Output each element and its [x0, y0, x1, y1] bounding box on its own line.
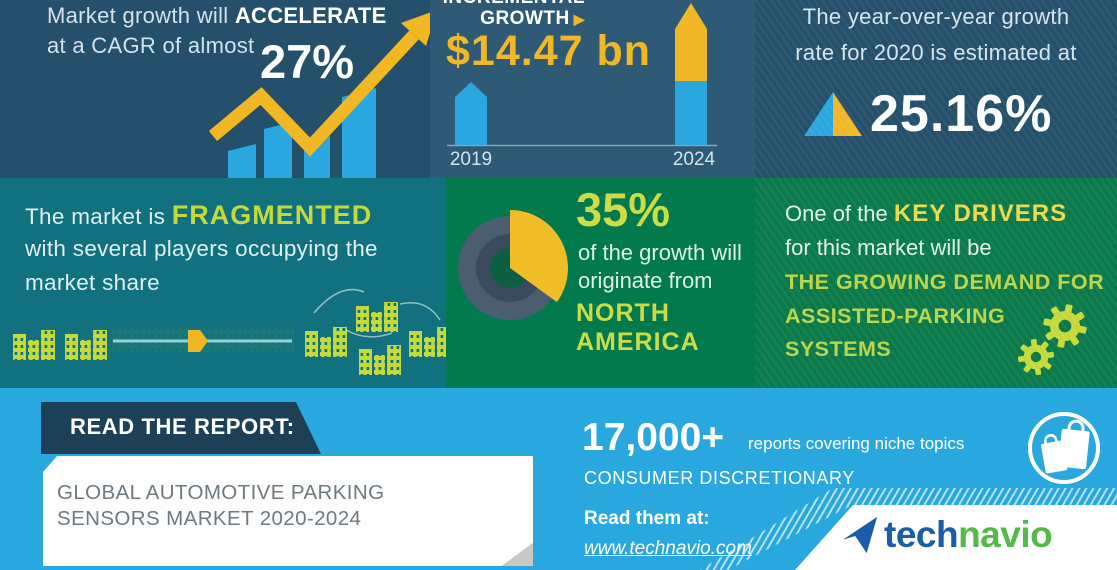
incremental-growth-chart [447, 3, 717, 147]
bar-2019 [455, 82, 487, 145]
panel-cagr: Market growth will ACCELERATE at a CAGR … [0, 0, 430, 178]
key-drivers-keyword: KEY DRIVERS [893, 200, 1068, 227]
report-title-line2: SENSORS MARKET 2020-2024 [57, 507, 362, 530]
report-card[interactable] [43, 456, 533, 566]
fragmented-line1: The market is FRAGMENTED [25, 200, 372, 231]
city-cluster [359, 345, 401, 375]
donut-35pct-slice [510, 210, 568, 303]
fragmented-keyword: FRAGMENTED [171, 200, 373, 230]
cagr-accelerate: ACCELERATE [234, 3, 387, 28]
city-cluster [356, 302, 398, 332]
key-drivers-line3: THE GROWING DEMAND FOR [785, 270, 1105, 294]
read-report-label: READ THE REPORT: [70, 414, 295, 439]
technavio-arrow-icon [842, 516, 878, 554]
bar-2024-gold-segment [675, 3, 707, 81]
report-title: GLOBAL AUTOMOTIVE PARKING SENSORS MARKET… [57, 480, 384, 532]
incremental-value: $14.47 bn [446, 27, 651, 75]
panel-north-america: 35% of the growth will originate from NO… [446, 178, 755, 388]
technavio-logo[interactable]: technavio [840, 514, 1053, 556]
fragmented-text: The market is [25, 204, 172, 229]
technavio-url-link[interactable]: www.technavio.com [584, 538, 752, 559]
city-cluster [65, 330, 107, 360]
cagr-text: Market growth will [47, 3, 235, 28]
cagr-value: 27% [260, 35, 355, 88]
north-america-region: NORTH AMERICA [576, 299, 700, 356]
panel-key-drivers: One of the KEY DRIVERS for this market w… [755, 178, 1117, 388]
cagr-headline-line1: Market growth will ACCELERATE [47, 3, 387, 29]
shopping-bags-icon [1028, 412, 1100, 484]
yoy-line1: The year-over-year growth [802, 4, 1070, 29]
incremental-growth-title: INCREMENTAL GROWTH▶ [435, 0, 585, 30]
key-drivers-line5: SYSTEMS [785, 337, 892, 361]
yoy-value: 25.16% [870, 85, 1053, 143]
donut-chart [458, 210, 568, 320]
panel-fragmented: The market is FRAGMENTED with several pl… [0, 178, 446, 388]
key-drivers-line1: One of the KEY DRIVERS [785, 200, 1067, 228]
panel-yoy-growth: The year-over-year growth rate for 2020 … [755, 0, 1117, 178]
city-cluster [305, 327, 347, 357]
year-label-2024: 2024 [672, 149, 716, 170]
cagr-headline-line2: at a CAGR of almost [47, 33, 255, 58]
north-america-line2: originate from [578, 268, 713, 293]
title-line1: INCREMENTAL [443, 0, 585, 8]
play-arrow-icon: ▶ [573, 11, 585, 27]
read-report-banner [41, 402, 321, 454]
pointer-icon [188, 330, 208, 352]
read-them-at-label: Read them at: [584, 508, 710, 529]
title-line2: GROWTH [480, 8, 570, 29]
arrow-head-icon [401, 12, 430, 46]
report-title-line1: GLOBAL AUTOMOTIVE PARKING [57, 481, 385, 504]
key-drivers-text: One of the [785, 201, 894, 226]
key-drivers-line2: for this market will be [785, 235, 992, 260]
growth-triangle-icon [804, 92, 862, 136]
growth-bars-arrow-chart [208, 12, 430, 178]
key-drivers-line4: ASSISTED-PARKING [785, 304, 1006, 328]
fragmented-line2: with several players occupying the [25, 236, 378, 261]
network-arcs [313, 288, 441, 338]
logo-navio: navio [958, 514, 1053, 555]
north-america-value: 35% [576, 183, 671, 236]
bar-2024-blue-segment [675, 81, 707, 145]
logo-tech: tech [884, 514, 959, 555]
panel-incremental-growth: INCREMENTAL GROWTH▶ $14.47 bn 2019 2024 [430, 0, 755, 178]
category-label: CONSUMER DISCRETIONARY [584, 468, 855, 488]
report-count-suffix: reports covering niche topics [748, 434, 965, 453]
fragmented-cities-graphic [13, 288, 446, 375]
north-america-line1: of the growth will [578, 240, 742, 265]
fragmented-line3: market share [25, 270, 160, 295]
footer-section: READ THE REPORT: GLOBAL AUTOMOTIVE PARKI… [0, 388, 1117, 570]
yoy-line2: rate for 2020 is estimated at [795, 40, 1077, 65]
city-cluster [13, 330, 55, 360]
city-cluster [409, 327, 446, 357]
report-count: 17,000+ [582, 416, 725, 459]
year-label-2019: 2019 [449, 149, 493, 170]
